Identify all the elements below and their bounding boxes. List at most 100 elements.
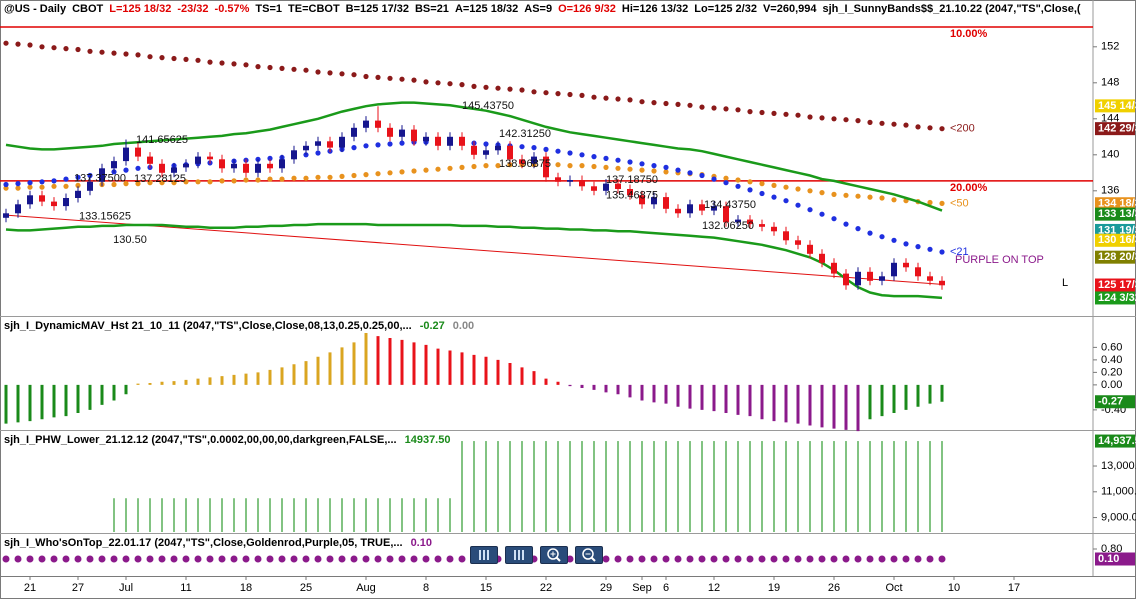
candle-body: [411, 129, 417, 142]
indicator-dot: [74, 555, 82, 563]
indicator-dot: [62, 555, 70, 563]
indicator-dot: [890, 555, 898, 563]
ma-dot: [375, 142, 381, 148]
ma-dot: [759, 190, 765, 197]
ma-dot: [387, 141, 393, 147]
indicator-dot: [194, 555, 202, 563]
candle-body: [639, 195, 645, 205]
value-box-label: 133 13/32: [1098, 208, 1136, 220]
ma-dot: [735, 183, 741, 189]
ma-dot: [447, 81, 453, 87]
ma-dot: [843, 192, 849, 198]
ma-dot: [135, 165, 141, 171]
zoom-out-button[interactable]: [575, 546, 603, 564]
ma-dot: [567, 91, 573, 98]
zoom-in-button[interactable]: [540, 546, 568, 564]
ma-dot: [3, 40, 9, 46]
ma-dot: [795, 112, 801, 118]
ma-dot: [75, 46, 81, 53]
candle-body: [159, 163, 165, 173]
indicator-dot: [326, 555, 334, 563]
x-tick-label: 27: [72, 582, 84, 594]
value-box-label: 125 17/32: [1098, 279, 1136, 291]
ma-dot: [747, 109, 753, 115]
indicator-dot: [926, 555, 934, 563]
ma-dot: [87, 172, 93, 179]
ma-dot: [135, 181, 141, 187]
y-tick-label: 0.40: [1101, 354, 1122, 366]
candle-body: [75, 190, 81, 198]
ma-dot: [927, 246, 933, 252]
scroll-right-button[interactable]: [505, 546, 533, 564]
candle-body: [363, 120, 369, 128]
ma-dot: [27, 180, 33, 186]
indicator-title: sjh_I_DynamicMAV_Hst 21_10_11 (2047,"TS"…: [4, 320, 474, 332]
x-tick-label: 12: [708, 582, 720, 594]
price-annotation: 137.37500: [74, 172, 126, 184]
ma-dot: [327, 174, 333, 180]
indicator-dot: [422, 555, 430, 563]
scroll-left-button[interactable]: [470, 546, 498, 564]
ma-dot: [939, 200, 945, 206]
ma-dot: [867, 230, 873, 236]
ma-dot: [591, 94, 597, 100]
ma-dot: [843, 221, 849, 227]
value-box-label: 142 29/32: [1098, 123, 1136, 135]
indicator-title: sjh_I_Who'sOnTop_22.01.17 (2047,"TS",Clo…: [4, 537, 432, 549]
ma-dot: [231, 178, 237, 184]
price-annotation: 132.06250: [702, 220, 754, 232]
ma-dot: [123, 167, 129, 173]
ma-dot: [891, 197, 897, 203]
level-label: 10.00%: [950, 28, 988, 40]
candle-body: [135, 147, 141, 157]
ma-dot: [399, 140, 405, 146]
x-tick-label: Oct: [885, 582, 902, 594]
ma-dot: [63, 176, 69, 182]
candle-body: [627, 189, 633, 196]
price-annotation: 141.65625: [136, 134, 188, 146]
ma-dot: [231, 61, 237, 67]
indicator-dot: [794, 555, 802, 563]
ma-dot: [483, 163, 489, 169]
candle-body: [123, 147, 129, 162]
ma-dot: [459, 82, 465, 88]
ma-dot: [375, 171, 381, 177]
ma-dot: [867, 119, 873, 125]
ma-dot: [351, 172, 357, 179]
indicator-dot: [758, 555, 766, 563]
indicator-dot: [278, 555, 286, 563]
candle-body: [807, 244, 813, 254]
x-tick-label: 10: [948, 582, 960, 594]
indicator-dot: [182, 555, 190, 563]
candle-body: [195, 156, 201, 164]
candle-body: [843, 273, 849, 286]
candle-body: [831, 262, 837, 274]
candle-body: [747, 219, 753, 225]
ma-dot: [639, 167, 645, 173]
x-tick-label: Sep: [632, 582, 652, 594]
ma-dot: [255, 64, 261, 70]
indicator-dot: [638, 555, 646, 563]
header-field: A=125 18/32: [455, 3, 518, 15]
candle-body: [711, 206, 717, 211]
ma-dot: [363, 172, 369, 178]
ma-dot: [855, 118, 861, 124]
candle-body: [579, 180, 585, 187]
ma-dot: [111, 50, 117, 56]
value-box: [1095, 395, 1135, 409]
indicator-name: sjh_I_Who'sOnTop_22.01.17 (2047,"TS",Clo…: [4, 537, 403, 549]
value-box: [1095, 233, 1135, 247]
ma-dot: [27, 42, 33, 48]
y-tick-label: 13,000.00: [1101, 460, 1136, 472]
candle-body: [555, 177, 561, 182]
ma-dot: [591, 154, 597, 160]
ma-dot: [447, 165, 453, 171]
candle-body: [243, 163, 249, 173]
y-tick-label: 144: [1101, 113, 1119, 125]
candle-body: [903, 262, 909, 268]
indicator-dot: [110, 555, 118, 563]
x-tick-label: 11: [180, 582, 191, 594]
ma-dot: [435, 80, 441, 86]
header-field: TE=CBOT: [288, 3, 340, 15]
